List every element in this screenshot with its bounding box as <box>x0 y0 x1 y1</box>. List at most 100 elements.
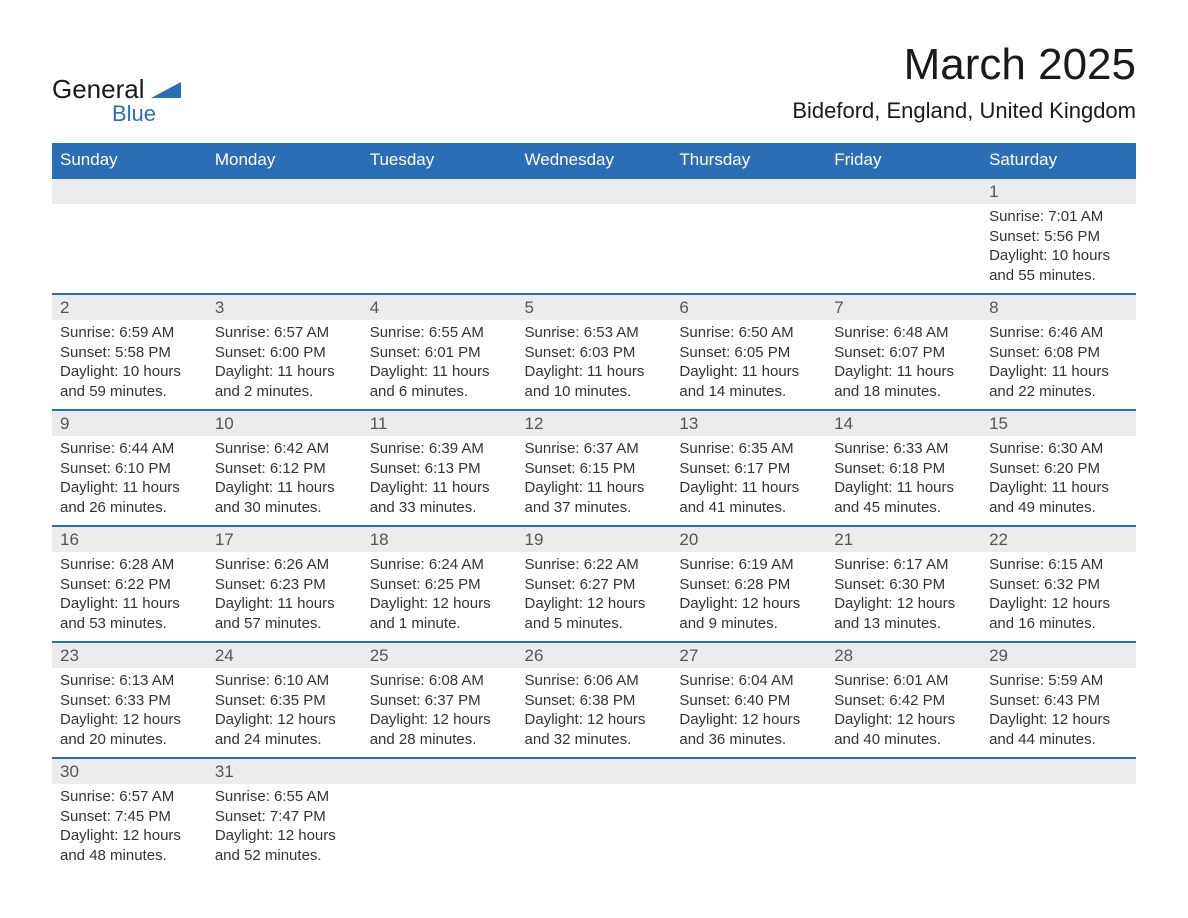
day-details: Sunrise: 6:04 AMSunset: 6:40 PMDaylight:… <box>671 668 826 757</box>
day-d2: and 20 minutes. <box>60 730 199 750</box>
day-d2: and 40 minutes. <box>834 730 973 750</box>
day-sunrise: Sunrise: 6:13 AM <box>60 671 199 691</box>
day-d2: and 22 minutes. <box>989 382 1128 402</box>
day-number: 21 <box>826 527 981 552</box>
day-number: 4 <box>362 295 517 320</box>
day-sunset: Sunset: 6:23 PM <box>215 575 354 595</box>
day-data-cell: Sunrise: 6:46 AMSunset: 6:08 PMDaylight:… <box>981 320 1136 410</box>
day-data-cell <box>362 784 517 873</box>
day-d2: and 36 minutes. <box>679 730 818 750</box>
day-d1: Daylight: 11 hours <box>834 478 973 498</box>
day-d1: Daylight: 11 hours <box>525 478 664 498</box>
day-number: 20 <box>671 527 826 552</box>
day-d2: and 52 minutes. <box>215 846 354 866</box>
day-data-cell: Sunrise: 6:48 AMSunset: 6:07 PMDaylight:… <box>826 320 981 410</box>
day-data-cell: Sunrise: 6:44 AMSunset: 6:10 PMDaylight:… <box>52 436 207 526</box>
day-sunrise: Sunrise: 6:55 AM <box>215 787 354 807</box>
day-d1: Daylight: 12 hours <box>525 594 664 614</box>
day-d2: and 33 minutes. <box>370 498 509 518</box>
day-number: 17 <box>207 527 362 552</box>
day-details: Sunrise: 6:37 AMSunset: 6:15 PMDaylight:… <box>517 436 672 525</box>
day-sunrise: Sunrise: 6:44 AM <box>60 439 199 459</box>
day-data-cell: Sunrise: 6:42 AMSunset: 6:12 PMDaylight:… <box>207 436 362 526</box>
day-sunset: Sunset: 6:25 PM <box>370 575 509 595</box>
day-number: 30 <box>52 759 207 784</box>
weekday-header-row: SundayMondayTuesdayWednesdayThursdayFrid… <box>52 143 1136 178</box>
day-sunrise: Sunrise: 7:01 AM <box>989 207 1128 227</box>
day-d2: and 32 minutes. <box>525 730 664 750</box>
day-d2: and 55 minutes. <box>989 266 1128 286</box>
day-details: Sunrise: 6:55 AMSunset: 7:47 PMDaylight:… <box>207 784 362 873</box>
day-details: Sunrise: 6:17 AMSunset: 6:30 PMDaylight:… <box>826 552 981 641</box>
day-sunrise: Sunrise: 6:42 AM <box>215 439 354 459</box>
weekday-header: Saturday <box>981 143 1136 178</box>
day-sunrise: Sunrise: 6:48 AM <box>834 323 973 343</box>
day-details: Sunrise: 5:59 AMSunset: 6:43 PMDaylight:… <box>981 668 1136 757</box>
day-data-cell: Sunrise: 6:10 AMSunset: 6:35 PMDaylight:… <box>207 668 362 758</box>
day-d1: Daylight: 12 hours <box>60 826 199 846</box>
day-d1: Daylight: 11 hours <box>370 478 509 498</box>
day-d1: Daylight: 12 hours <box>370 594 509 614</box>
brand-bottom: Blue <box>112 103 181 125</box>
day-d2: and 14 minutes. <box>679 382 818 402</box>
day-d2: and 1 minute. <box>370 614 509 634</box>
day-number-cell <box>671 178 826 204</box>
day-number: 2 <box>52 295 207 320</box>
day-number: 16 <box>52 527 207 552</box>
day-sunset: Sunset: 6:07 PM <box>834 343 973 363</box>
calendar-table: SundayMondayTuesdayWednesdayThursdayFrid… <box>52 143 1136 873</box>
day-d1: Daylight: 11 hours <box>834 362 973 382</box>
day-number: 25 <box>362 643 517 668</box>
day-data-cell: Sunrise: 6:37 AMSunset: 6:15 PMDaylight:… <box>517 436 672 526</box>
day-data-cell: Sunrise: 6:50 AMSunset: 6:05 PMDaylight:… <box>671 320 826 410</box>
day-d2: and 41 minutes. <box>679 498 818 518</box>
brand-top: General <box>52 74 145 104</box>
day-number: 12 <box>517 411 672 436</box>
day-data-cell: Sunrise: 6:59 AMSunset: 5:58 PMDaylight:… <box>52 320 207 410</box>
day-details: Sunrise: 6:10 AMSunset: 6:35 PMDaylight:… <box>207 668 362 757</box>
day-sunset: Sunset: 6:10 PM <box>60 459 199 479</box>
day-sunrise: Sunrise: 6:08 AM <box>370 671 509 691</box>
day-number-cell: 13 <box>671 410 826 436</box>
title-block: March 2025 Bideford, England, United Kin… <box>792 40 1136 124</box>
day-data-cell: Sunrise: 6:39 AMSunset: 6:13 PMDaylight:… <box>362 436 517 526</box>
day-d2: and 30 minutes. <box>215 498 354 518</box>
day-d2: and 48 minutes. <box>60 846 199 866</box>
day-sunrise: Sunrise: 6:22 AM <box>525 555 664 575</box>
day-d1: Daylight: 12 hours <box>679 710 818 730</box>
weekday-header: Sunday <box>52 143 207 178</box>
day-data-cell: Sunrise: 6:33 AMSunset: 6:18 PMDaylight:… <box>826 436 981 526</box>
day-number-cell: 18 <box>362 526 517 552</box>
day-sunset: Sunset: 6:33 PM <box>60 691 199 711</box>
day-number-cell: 8 <box>981 294 1136 320</box>
weekday-header: Monday <box>207 143 362 178</box>
day-sunrise: Sunrise: 6:39 AM <box>370 439 509 459</box>
day-sunset: Sunset: 6:20 PM <box>989 459 1128 479</box>
day-d1: Daylight: 12 hours <box>60 710 199 730</box>
day-number-cell: 22 <box>981 526 1136 552</box>
brand-triangle-icon <box>151 78 181 103</box>
day-data-cell: Sunrise: 6:30 AMSunset: 6:20 PMDaylight:… <box>981 436 1136 526</box>
day-sunrise: Sunrise: 6:53 AM <box>525 323 664 343</box>
week-data-row: Sunrise: 6:57 AMSunset: 7:45 PMDaylight:… <box>52 784 1136 873</box>
day-details: Sunrise: 6:08 AMSunset: 6:37 PMDaylight:… <box>362 668 517 757</box>
day-number-cell: 19 <box>517 526 672 552</box>
day-d2: and 53 minutes. <box>60 614 199 634</box>
day-data-cell: Sunrise: 6:35 AMSunset: 6:17 PMDaylight:… <box>671 436 826 526</box>
day-sunset: Sunset: 6:15 PM <box>525 459 664 479</box>
day-details: Sunrise: 6:55 AMSunset: 6:01 PMDaylight:… <box>362 320 517 409</box>
day-data-cell: Sunrise: 6:22 AMSunset: 6:27 PMDaylight:… <box>517 552 672 642</box>
day-number-cell: 30 <box>52 758 207 784</box>
day-data-cell: Sunrise: 7:01 AMSunset: 5:56 PMDaylight:… <box>981 204 1136 294</box>
day-data-cell: Sunrise: 6:53 AMSunset: 6:03 PMDaylight:… <box>517 320 672 410</box>
day-number-cell <box>362 758 517 784</box>
day-sunset: Sunset: 6:08 PM <box>989 343 1128 363</box>
day-data-cell: Sunrise: 6:24 AMSunset: 6:25 PMDaylight:… <box>362 552 517 642</box>
day-details: Sunrise: 6:06 AMSunset: 6:38 PMDaylight:… <box>517 668 672 757</box>
day-details: Sunrise: 6:59 AMSunset: 5:58 PMDaylight:… <box>52 320 207 409</box>
day-number-cell <box>362 178 517 204</box>
day-sunrise: Sunrise: 6:06 AM <box>525 671 664 691</box>
day-details: Sunrise: 6:30 AMSunset: 6:20 PMDaylight:… <box>981 436 1136 525</box>
day-d1: Daylight: 11 hours <box>679 362 818 382</box>
day-sunset: Sunset: 6:42 PM <box>834 691 973 711</box>
